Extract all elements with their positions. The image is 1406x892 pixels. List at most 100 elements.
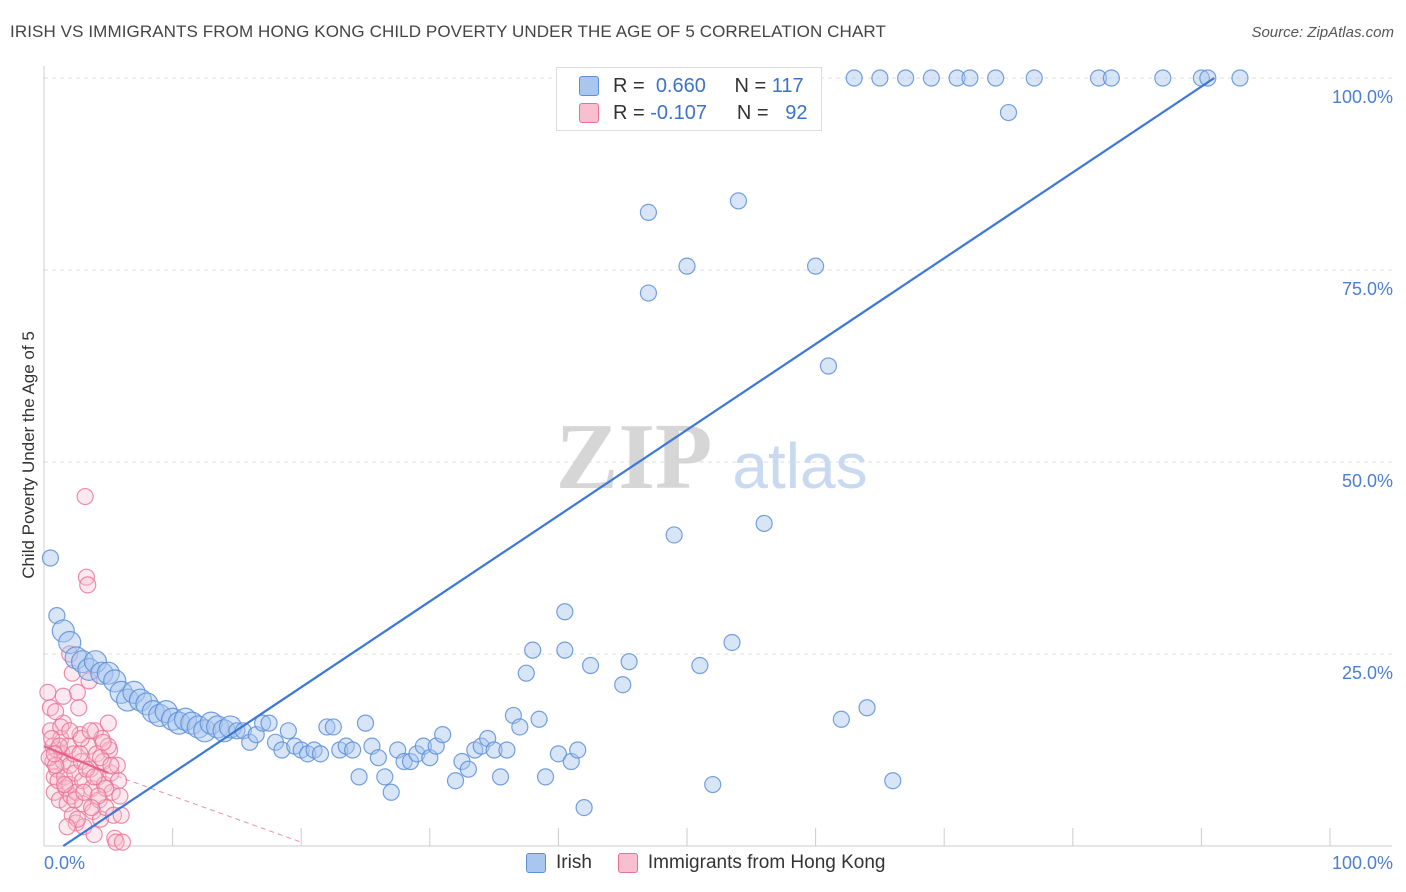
data-point-irish [517,664,535,682]
data-point-irish [459,760,477,778]
legend-n-value: 117 [771,74,804,97]
legend-n-label: N = [736,101,769,124]
data-point-hk [111,787,129,805]
data-point-irish [193,719,217,743]
data-point-irish [279,722,297,740]
data-point-hk [54,687,72,705]
data-point-irish [273,741,291,759]
data-point-irish [161,707,185,731]
legend-row-hk: R = -0.107 N = 92 [579,101,808,125]
stats-legend: R = 0.660 N = 117 R = -0.107 N = 92 [556,67,822,131]
data-point-irish [318,718,336,736]
data-point-hk [112,806,130,824]
legend-swatch-irish [579,76,599,96]
data-point-hk [99,714,117,732]
data-point-irish [103,669,127,693]
data-point-irish [897,69,915,87]
data-point-irish [1025,69,1043,87]
data-point-irish [999,103,1018,122]
watermark: ZIP atlas [556,405,868,509]
data-point-irish [395,752,413,771]
data-point-irish [639,203,658,221]
data-point-irish [41,549,60,567]
data-point-hk [82,798,101,817]
data-point-hk [102,756,120,774]
data-point-irish [549,745,568,763]
data-point-irish [83,650,108,674]
data-point-irish [948,69,966,87]
series-irish-points [41,69,1249,817]
data-point-irish [350,768,368,786]
data-point-irish [173,707,198,731]
x-tick-label: 100.0% [1332,853,1393,873]
data-point-irish [128,688,153,712]
data-point-irish [556,603,574,621]
data-point-irish [115,688,140,712]
data-point-irish [691,656,709,675]
data-point-irish [806,257,825,275]
data-point-hk [79,576,97,594]
source-label: Source: ZipAtlas.com [1251,24,1394,41]
tick-labels: 25.0% 50.0% 75.0% 100.0% 0.0% 100.0% [44,87,1393,873]
data-point-irish [524,641,542,659]
legend-r-label: R = [613,101,645,124]
data-point-irish [434,726,452,744]
data-point-irish [369,749,387,767]
legend-label-hk: Immigrants from Hong Kong [647,852,886,873]
data-point-hk [75,783,93,801]
legend-label-irish: Irish [556,852,592,873]
data-point-hk [81,722,99,740]
data-point-irish [639,284,658,302]
trend-line-irish [62,77,1215,847]
data-point-hk [55,775,74,794]
watermark-atlas: atlas [732,430,867,502]
data-point-irish [48,606,66,625]
legend-n-label: N = [734,74,767,97]
data-point-irish [922,69,940,87]
data-point-irish [186,715,210,739]
legend-n-value: 92 [785,101,808,124]
data-point-hk [94,733,112,751]
data-point-irish [324,718,342,736]
data-point-irish [180,711,204,735]
legend-r-value: -0.107 [650,101,707,124]
data-point-irish [1231,69,1249,87]
data-point-irish [498,741,516,759]
data-point-irish [569,741,587,759]
data-point-irish [581,656,600,675]
legend-r-value: 0.660 [655,74,706,97]
data-point-irish [122,680,146,705]
data-point-irish [446,772,465,790]
data-point-irish [614,676,632,694]
legend-row-irish: R = 0.660 N = 117 [579,74,804,98]
data-point-irish [77,657,101,681]
data-point-irish [704,775,722,794]
trend-line-hk-extension [108,772,302,843]
data-point-irish [556,641,574,659]
data-point-irish [64,646,88,670]
data-point-irish [678,257,696,275]
data-point-irish [729,192,748,210]
data-point-irish [723,633,741,652]
data-point-hk [58,818,76,836]
legend-r-label: R = [613,74,645,97]
x-tick-label: 0.0% [44,853,85,873]
series-hk-points [39,487,132,851]
y-tick-label: 50.0% [1342,471,1393,491]
watermark-zip: ZIP [556,405,713,509]
data-point-irish [167,711,191,735]
data-point-irish [536,768,555,786]
data-point-irish [70,650,95,674]
data-point-irish [755,514,773,533]
data-point-irish [845,69,863,87]
grid-lines [44,77,1392,655]
trend-line-hk [43,745,109,775]
data-point-irish [254,714,272,732]
data-point-irish [530,710,548,728]
data-point-irish [382,783,400,801]
legend-swatch-hk [579,103,599,123]
data-point-irish [832,710,850,728]
data-point-irish [1089,69,1108,87]
data-point-irish [485,741,503,759]
